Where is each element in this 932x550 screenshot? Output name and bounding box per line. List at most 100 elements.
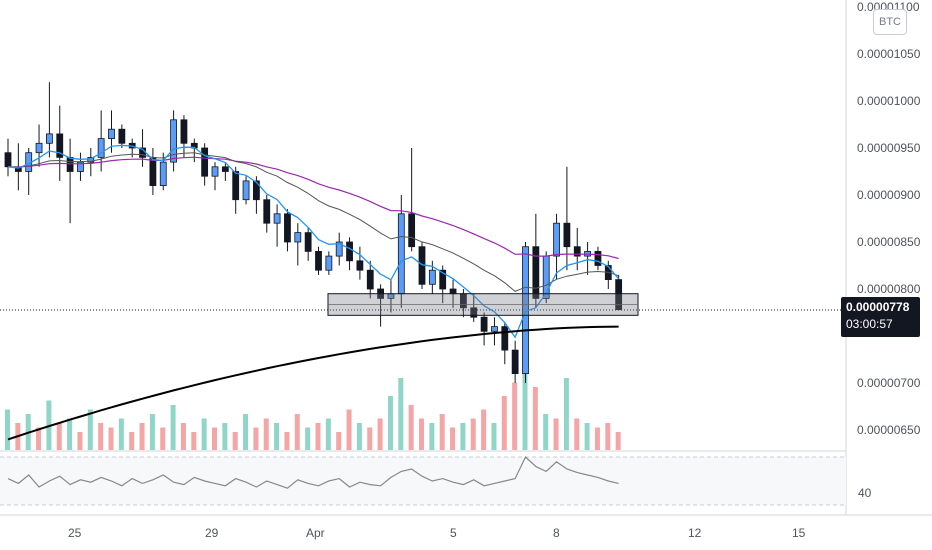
volume-bar — [5, 409, 10, 450]
candle[interactable] — [242, 176, 250, 205]
volume-bar — [522, 369, 528, 450]
volume-bar — [615, 432, 621, 450]
candle[interactable] — [118, 124, 126, 149]
time-axis[interactable]: 25 29 Apr 5 8 12 15 — [68, 526, 806, 540]
price-axis[interactable]: 0.000011000.000010500.000010000.00000950… — [857, 0, 921, 437]
rsi-axis-label: 40 — [858, 486, 872, 500]
candle[interactable] — [408, 148, 416, 252]
volume-bar — [356, 423, 362, 450]
candle[interactable] — [180, 115, 188, 158]
price-label: 0.00000950 — [857, 141, 921, 155]
volume-bar — [87, 409, 93, 450]
volume-bar — [429, 423, 435, 450]
volume-bar — [553, 418, 559, 450]
volume-bar — [201, 418, 207, 450]
current-price-badge: 0.00000778 03:00:57 — [841, 297, 920, 337]
volume-bar — [491, 423, 497, 450]
volume-bar — [532, 387, 538, 450]
volume-bar — [501, 396, 507, 450]
candle[interactable] — [501, 321, 509, 365]
volume-bar — [36, 427, 42, 450]
volume-bar — [336, 432, 342, 450]
candle[interactable] — [491, 317, 498, 346]
candle[interactable] — [273, 204, 281, 247]
volume-bar — [170, 405, 176, 450]
candle[interactable] — [335, 232, 343, 266]
candle[interactable] — [170, 110, 178, 172]
volume-bar — [398, 378, 404, 450]
volume-bar — [139, 423, 145, 450]
price-label: 0.00000850 — [857, 235, 921, 249]
time-label: 25 — [68, 526, 82, 540]
candle[interactable] — [480, 312, 488, 346]
volume-bar — [294, 414, 300, 450]
candle[interactable] — [77, 152, 84, 181]
candle[interactable] — [511, 340, 519, 383]
volume-bar — [325, 418, 331, 450]
candle[interactable] — [263, 195, 271, 233]
volume-bar — [367, 427, 373, 450]
price-label: 0.00001050 — [857, 47, 921, 61]
candle[interactable] — [346, 237, 353, 271]
candle[interactable] — [563, 166, 571, 271]
volume-bar — [574, 418, 580, 450]
candle[interactable] — [366, 260, 374, 299]
candle[interactable] — [211, 162, 219, 191]
volume-bar — [377, 418, 383, 450]
candle[interactable] — [201, 143, 209, 186]
candle[interactable] — [149, 148, 157, 195]
candle[interactable] — [56, 105, 64, 181]
volume-bar — [481, 409, 487, 450]
candle[interactable] — [356, 246, 364, 280]
moving-averages — [7, 144, 620, 441]
candle[interactable] — [584, 242, 591, 275]
candle[interactable] — [46, 82, 53, 158]
volume-bar — [274, 423, 280, 450]
volume-bar — [419, 418, 424, 450]
time-label: 8 — [553, 526, 560, 540]
candle[interactable] — [97, 110, 105, 172]
price-label: 0.00000650 — [857, 423, 921, 437]
candle[interactable] — [325, 251, 333, 275]
candle[interactable] — [4, 138, 12, 177]
volume-bars — [5, 369, 621, 450]
resistance-zone[interactable] — [327, 293, 639, 316]
candle[interactable] — [66, 138, 74, 224]
volume-bar — [543, 414, 549, 450]
currency-badge[interactable]: BTC — [873, 9, 907, 35]
volume-bar — [253, 427, 259, 450]
candle[interactable] — [439, 265, 447, 304]
candle[interactable] — [615, 274, 623, 311]
candle[interactable] — [315, 246, 322, 275]
candle[interactable] — [553, 213, 560, 280]
long-ma-line — [7, 325, 619, 441]
candle[interactable] — [232, 166, 240, 214]
candle[interactable] — [470, 293, 478, 322]
candle[interactable] — [159, 152, 167, 191]
volume-bar — [470, 418, 476, 450]
volume-bar — [387, 396, 393, 450]
volume-bar — [315, 423, 321, 450]
ema-slow-line — [7, 156, 619, 260]
price-label: 0.00000700 — [857, 376, 921, 390]
candle[interactable] — [221, 162, 229, 181]
candle[interactable] — [594, 246, 602, 271]
time-label: Apr — [306, 526, 325, 540]
price-label: 0.00001000 — [857, 94, 921, 108]
candle[interactable] — [294, 223, 302, 266]
time-label: 29 — [205, 526, 219, 540]
current-price-value: 0.00000778 — [846, 300, 910, 314]
volume-bar — [98, 423, 104, 450]
candle[interactable] — [87, 148, 95, 177]
candle[interactable] — [190, 138, 198, 163]
candle[interactable] — [25, 148, 33, 195]
candle[interactable] — [397, 195, 405, 308]
volume-bar — [232, 432, 238, 450]
rsi-line — [7, 456, 619, 489]
candle[interactable] — [35, 124, 43, 167]
candle[interactable] — [532, 213, 540, 308]
volume-bar — [77, 432, 83, 450]
candle[interactable] — [304, 227, 312, 261]
candle[interactable] — [284, 209, 291, 252]
